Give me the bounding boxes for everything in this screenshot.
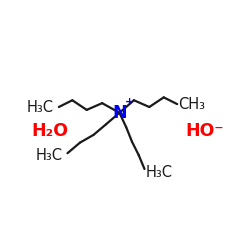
Text: H₂O: H₂O bbox=[32, 122, 69, 140]
Text: +: + bbox=[125, 96, 134, 106]
Text: H₃C: H₃C bbox=[36, 148, 63, 163]
Text: H₃C: H₃C bbox=[27, 100, 54, 114]
Text: HO⁻: HO⁻ bbox=[185, 122, 224, 140]
Text: N: N bbox=[112, 104, 127, 122]
Text: CH₃: CH₃ bbox=[178, 96, 205, 112]
Text: H₃C: H₃C bbox=[146, 165, 172, 180]
